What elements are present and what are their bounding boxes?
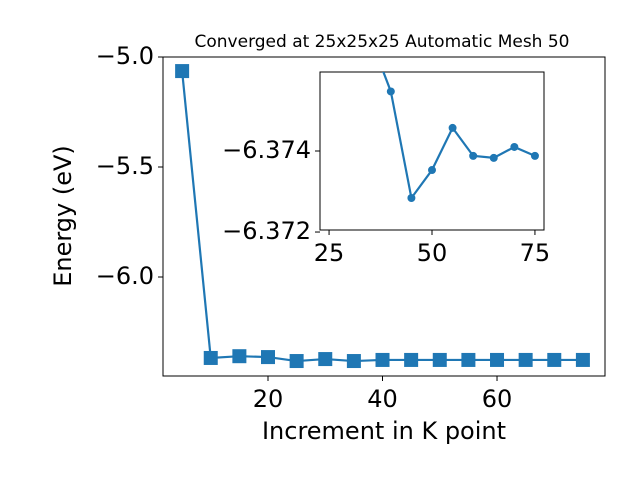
marker <box>203 350 218 365</box>
marker <box>510 142 519 151</box>
series-group <box>382 72 539 202</box>
x-tick-label: 20 <box>253 385 284 413</box>
marker <box>490 352 505 367</box>
marker <box>318 352 333 367</box>
marker <box>428 166 436 175</box>
marker <box>432 352 447 367</box>
marker <box>375 352 390 367</box>
marker <box>261 350 276 365</box>
marker <box>448 123 457 132</box>
marker <box>547 352 562 367</box>
marker <box>346 354 361 369</box>
plot-area <box>319 71 545 231</box>
x-axis-label: Increment in K point <box>262 417 506 445</box>
marker <box>469 151 478 160</box>
marker <box>518 352 533 367</box>
marker <box>407 193 416 202</box>
y-tick-label: −6.372 <box>222 217 311 245</box>
marker <box>232 349 247 364</box>
y-tick-label: −5.5 <box>96 152 154 180</box>
y-tick-label: −6.374 <box>222 136 311 164</box>
marker <box>404 352 419 367</box>
marker <box>575 352 590 367</box>
y-tick-label: −5.0 <box>96 42 154 70</box>
marker <box>386 87 395 96</box>
marker <box>489 153 498 162</box>
marker <box>289 354 304 369</box>
y-axis-label: Energy (eV) <box>49 145 77 287</box>
series-group <box>175 64 590 369</box>
x-tick-label: 40 <box>367 385 398 413</box>
marker <box>461 352 476 367</box>
x-tick-label: 50 <box>417 239 448 267</box>
x-tick-label: 60 <box>482 385 513 413</box>
y-tick-label: −6.0 <box>96 262 154 290</box>
x-tick-label: 25 <box>314 239 345 267</box>
marker <box>175 64 190 79</box>
marker <box>530 151 539 160</box>
chart-title: Converged at 25x25x25 Automatic Mesh 50 <box>195 32 570 52</box>
x-tick-label: 75 <box>520 239 551 267</box>
